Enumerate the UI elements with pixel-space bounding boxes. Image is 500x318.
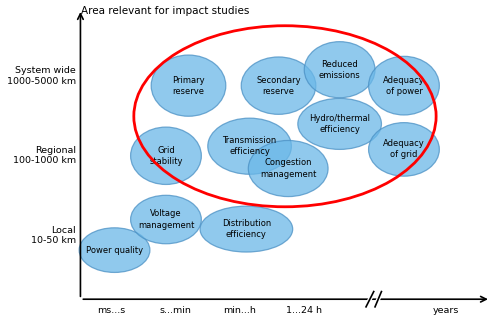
Text: Power quality: Power quality (86, 245, 143, 255)
Ellipse shape (130, 195, 202, 244)
Text: Voltage
management: Voltage management (138, 210, 194, 230)
Ellipse shape (298, 98, 382, 149)
Ellipse shape (208, 118, 292, 174)
Text: Transmission
efficiency: Transmission efficiency (222, 136, 276, 156)
Text: Congestion
management: Congestion management (260, 158, 316, 179)
Text: Distribution
efficiency: Distribution efficiency (222, 219, 271, 239)
Ellipse shape (130, 127, 202, 184)
Text: Primary
reserve: Primary reserve (172, 76, 205, 96)
Text: Grid
stability: Grid stability (149, 146, 182, 166)
Text: Reduced
emissions: Reduced emissions (319, 60, 360, 80)
Text: Area relevant for impact studies: Area relevant for impact studies (81, 6, 249, 16)
Text: ms...s: ms...s (97, 306, 126, 315)
Ellipse shape (248, 141, 328, 197)
Ellipse shape (200, 206, 292, 252)
Ellipse shape (151, 55, 226, 116)
Text: Adequacy
of grid: Adequacy of grid (383, 139, 425, 159)
Text: min...h: min...h (224, 306, 256, 315)
Ellipse shape (304, 42, 375, 98)
Text: years: years (432, 306, 459, 315)
Ellipse shape (368, 123, 440, 176)
Text: Local
10-50 km: Local 10-50 km (31, 226, 76, 245)
Text: Adequacy
of power: Adequacy of power (383, 76, 425, 96)
Ellipse shape (241, 57, 316, 114)
Text: Hydro/thermal
efficiency: Hydro/thermal efficiency (309, 114, 370, 134)
Text: s...min: s...min (160, 306, 192, 315)
Text: Regional
100-1000 km: Regional 100-1000 km (13, 146, 76, 165)
Ellipse shape (368, 56, 440, 115)
Text: 1...24 h: 1...24 h (286, 306, 322, 315)
Text: Secondary
reserve: Secondary reserve (256, 76, 301, 96)
Ellipse shape (79, 228, 150, 273)
Text: System wide
1000-5000 km: System wide 1000-5000 km (7, 66, 76, 86)
